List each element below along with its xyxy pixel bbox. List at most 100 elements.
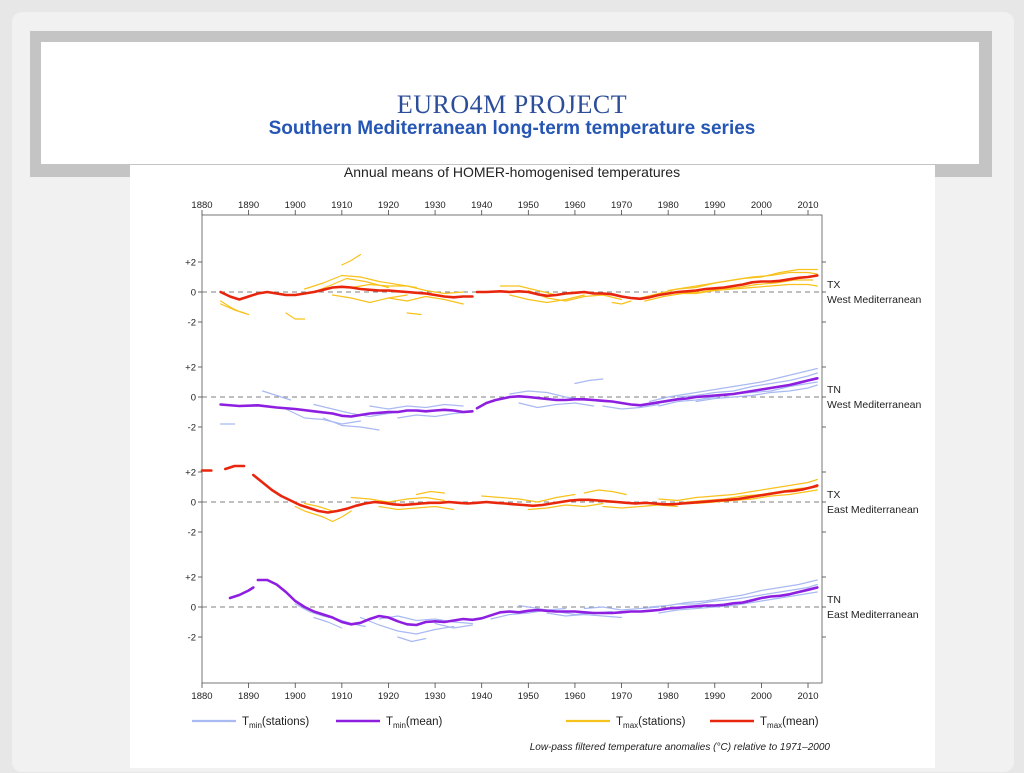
x-tick-label-bottom: 1930 xyxy=(425,691,446,702)
panel-variable-label: TX xyxy=(827,279,840,291)
station-series-line xyxy=(583,606,660,611)
chart-svg: Annual means of HOMER-homogenised temper… xyxy=(185,164,922,753)
x-tick-label-bottom: 1970 xyxy=(611,691,632,702)
legend-label: Tmax(mean) xyxy=(760,716,819,730)
x-tick-label-top: 1960 xyxy=(564,200,585,211)
x-tick-label-top: 1950 xyxy=(518,200,539,211)
station-series-line xyxy=(359,616,455,635)
panel-region-label: West Mediterranean xyxy=(827,399,922,411)
mean-series-line xyxy=(219,403,474,418)
y-tick-label: +2 xyxy=(185,573,196,584)
mean-series-line xyxy=(219,285,474,301)
chart-title: Annual means of HOMER-homogenised temper… xyxy=(344,165,680,180)
station-series-line xyxy=(219,300,250,316)
station-series-line xyxy=(583,489,627,496)
mean-series-line xyxy=(475,274,819,301)
station-series-line xyxy=(219,303,245,314)
y-tick-label: -2 xyxy=(188,633,196,644)
station-series-line xyxy=(397,411,473,419)
station-series-line xyxy=(369,403,464,410)
station-series-line xyxy=(285,312,306,320)
x-tick-label-bottom: 1980 xyxy=(658,691,679,702)
station-series-line xyxy=(611,300,632,305)
x-tick-label-bottom: 2000 xyxy=(751,691,772,702)
x-tick-label-bottom: 1990 xyxy=(704,691,725,702)
station-series-line xyxy=(262,390,292,401)
station-series-line xyxy=(695,384,818,403)
station-series-line xyxy=(285,408,362,425)
x-tick-label-bottom: 2010 xyxy=(797,691,818,702)
x-tick-label-top: 1910 xyxy=(331,200,352,211)
x-tick-label-bottom: 1950 xyxy=(518,691,539,702)
panel-variable-label: TN xyxy=(827,594,841,606)
legend-label: Tmin(mean) xyxy=(386,716,443,730)
y-tick-label: -2 xyxy=(188,528,196,539)
station-series-line xyxy=(294,505,352,523)
station-series-line xyxy=(350,283,464,295)
mean-series-line xyxy=(252,473,819,514)
y-tick-label: +2 xyxy=(185,468,196,479)
plot-frame xyxy=(201,214,823,684)
x-tick-label-top: 2010 xyxy=(797,200,818,211)
panel-variable-label: TN xyxy=(827,384,841,396)
station-series-line xyxy=(341,253,362,266)
chart-footnote: Low-pass filtered temperature anomalies … xyxy=(530,742,831,753)
y-tick-label: +2 xyxy=(185,363,196,374)
station-series-line xyxy=(313,277,390,293)
station-series-line xyxy=(676,283,818,295)
x-tick-label-top: 1990 xyxy=(704,200,725,211)
station-series-line xyxy=(322,417,380,431)
x-tick-label-bottom: 1910 xyxy=(331,691,352,702)
station-series-line xyxy=(350,496,445,503)
station-series-line xyxy=(378,615,473,625)
y-tick-label: 0 xyxy=(191,603,196,614)
x-tick-label-top: 1980 xyxy=(658,200,679,211)
station-series-line xyxy=(644,279,814,302)
y-tick-label: 0 xyxy=(191,393,196,404)
mean-series-line xyxy=(228,586,255,600)
station-series-line xyxy=(658,591,818,614)
station-series-line xyxy=(331,294,408,304)
x-tick-label-bottom: 1900 xyxy=(285,691,306,702)
panel-region-label: East Mediterranean xyxy=(827,609,919,621)
station-series-line xyxy=(667,268,818,292)
station-series-line xyxy=(434,622,473,629)
panel-variable-label: TX xyxy=(827,489,840,501)
x-tick-label-top: 1930 xyxy=(425,200,446,211)
x-tick-label-bottom: 1890 xyxy=(238,691,259,702)
chart-figure: Annual means of HOMER-homogenised temper… xyxy=(130,164,935,768)
slide-subtitle: Southern Mediterranean long-term tempera… xyxy=(268,118,756,139)
station-series-line xyxy=(509,294,585,304)
panel-region-label: East Mediterranean xyxy=(827,504,919,516)
mean-series-line xyxy=(475,377,819,410)
station-series-line xyxy=(658,478,818,502)
station-series-line xyxy=(527,289,623,302)
x-tick-label-top: 1920 xyxy=(378,200,399,211)
station-series-line xyxy=(546,612,623,619)
title-box-inner xyxy=(41,42,979,164)
legend-label: Tmin(stations) xyxy=(242,716,309,730)
station-series-line xyxy=(602,403,660,410)
station-series-line xyxy=(648,367,818,403)
x-tick-label-top: 1940 xyxy=(471,200,492,211)
station-series-line xyxy=(406,312,422,316)
x-tick-label-top: 2000 xyxy=(751,200,772,211)
x-tick-label-top: 1900 xyxy=(285,200,306,211)
station-series-line xyxy=(304,274,417,290)
station-series-line xyxy=(397,636,427,643)
panel-region-label: West Mediterranean xyxy=(827,294,922,306)
station-series-line xyxy=(378,505,455,511)
station-series-line xyxy=(415,490,445,496)
station-series-line xyxy=(518,402,595,409)
station-series-line xyxy=(387,295,464,305)
mean-series-line xyxy=(224,464,246,471)
y-tick-label: +2 xyxy=(185,258,196,269)
station-series-line xyxy=(676,583,818,605)
x-tick-label-top: 1880 xyxy=(191,200,212,211)
x-tick-label-bottom: 1920 xyxy=(378,691,399,702)
x-tick-label-bottom: 1940 xyxy=(471,691,492,702)
slide-title: EURO4M PROJECT xyxy=(396,90,628,119)
y-tick-label: 0 xyxy=(191,498,196,509)
station-series-line xyxy=(574,378,604,385)
mean-series-line xyxy=(256,578,819,627)
